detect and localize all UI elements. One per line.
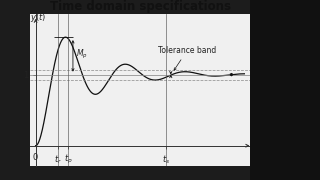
Title: Time domain specifications: Time domain specifications — [50, 0, 230, 13]
Text: $M_p$: $M_p$ — [76, 48, 87, 61]
Text: Tolerance band: Tolerance band — [158, 46, 217, 70]
Text: $y(t)$: $y(t)$ — [30, 11, 46, 24]
Text: $t$: $t$ — [249, 151, 255, 162]
